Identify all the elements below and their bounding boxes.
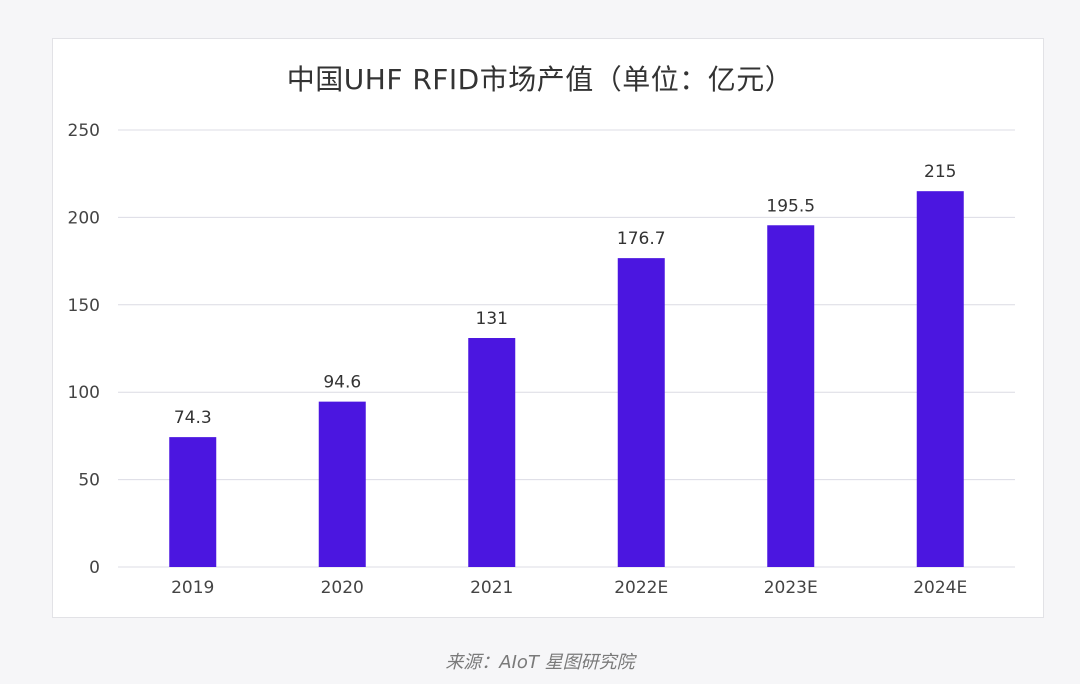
x-tick-label: 2020 bbox=[321, 578, 364, 598]
bar-2022E bbox=[617, 258, 665, 567]
data-label: 74.3 bbox=[174, 408, 212, 428]
bar-2019 bbox=[169, 437, 217, 567]
bar-2023E bbox=[767, 225, 815, 568]
bar-2024E bbox=[916, 191, 964, 567]
bar-2020 bbox=[318, 401, 366, 567]
data-label: 215 bbox=[924, 162, 956, 182]
x-tick-label: 2023E bbox=[764, 578, 818, 598]
data-label: 94.6 bbox=[323, 373, 361, 393]
data-label: 131 bbox=[476, 309, 508, 329]
chart-title: 中国UHF RFID市场产值（单位：亿元） bbox=[286, 63, 794, 96]
source-note: 来源：AIoT 星图研究院 bbox=[445, 652, 635, 673]
y-tick-label: 100 bbox=[68, 383, 100, 403]
y-tick-label: 200 bbox=[68, 208, 100, 228]
x-tick-label: 2019 bbox=[171, 578, 214, 598]
y-tick-label: 0 bbox=[89, 558, 100, 578]
x-tick-label: 2022E bbox=[614, 578, 668, 598]
bar-2021 bbox=[468, 338, 516, 567]
y-tick-label: 150 bbox=[68, 296, 100, 316]
y-tick-label: 50 bbox=[78, 471, 100, 491]
data-label: 176.7 bbox=[617, 229, 666, 249]
x-tick-label: 2024E bbox=[913, 578, 967, 598]
x-tick-label: 2021 bbox=[470, 578, 513, 598]
chart-panel bbox=[52, 38, 1044, 618]
y-tick-label: 250 bbox=[68, 121, 100, 141]
data-label: 195.5 bbox=[766, 196, 815, 216]
